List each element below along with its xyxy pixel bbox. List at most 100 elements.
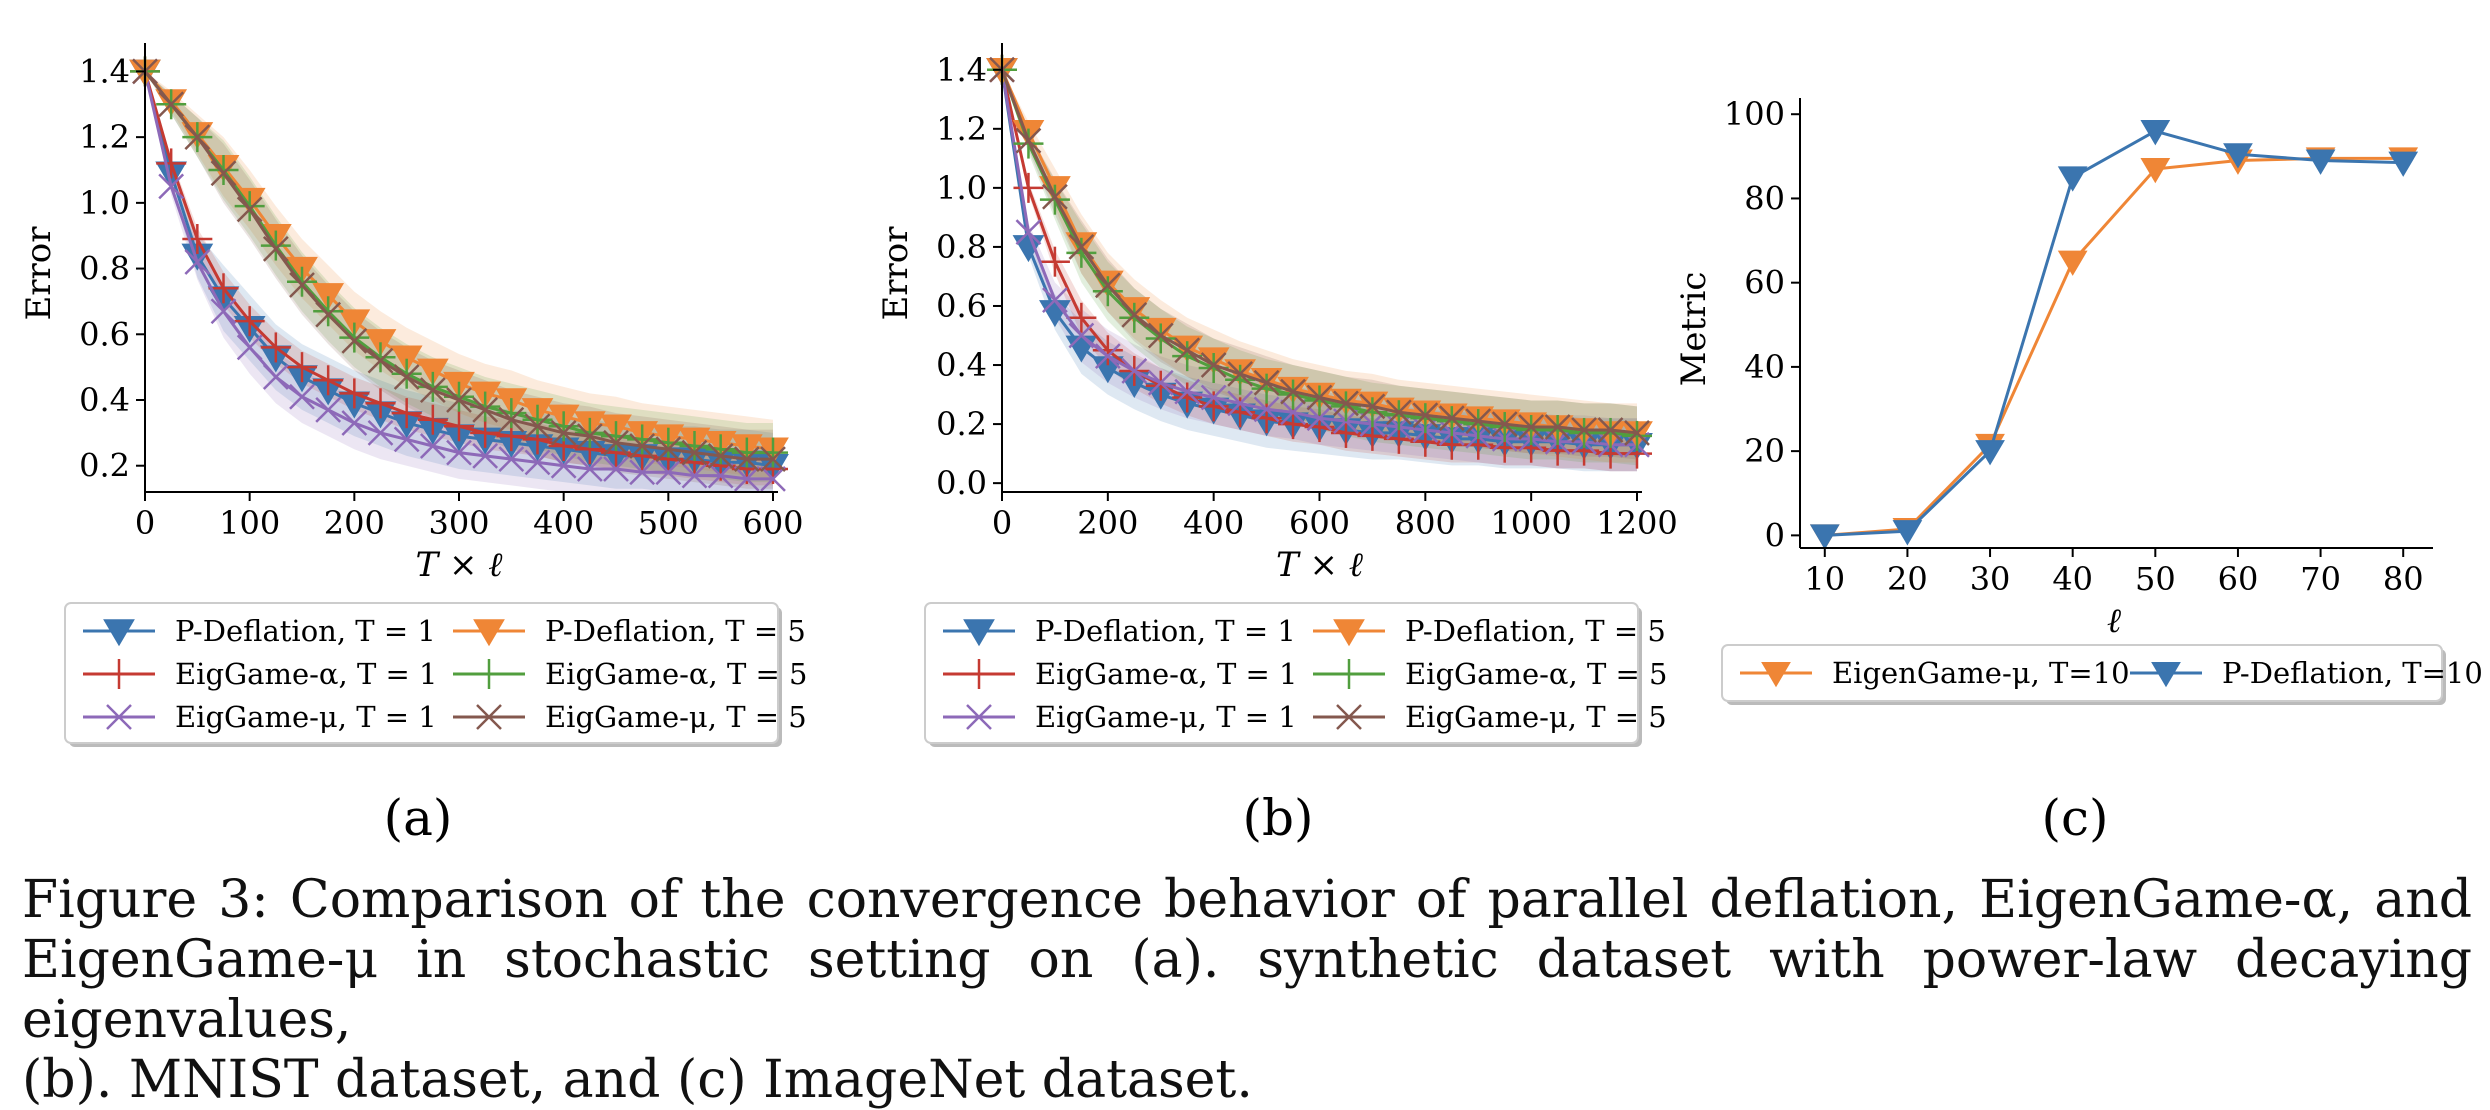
data-point [524, 449, 551, 476]
data-point [679, 431, 710, 461]
x-tick-label: 400 [1183, 504, 1244, 542]
y-tick-label: 0.6 [936, 287, 987, 325]
data-point [1280, 378, 1306, 405]
data-point [419, 377, 446, 404]
data-point [476, 704, 502, 730]
data-point-stroke [315, 301, 342, 328]
data-point [1174, 378, 1201, 405]
legend-entry: EigGame-α, T = 5 [1405, 657, 1667, 691]
x-tick-label: 40 [2052, 560, 2093, 598]
data-point-stroke [419, 433, 446, 459]
data-point [367, 419, 394, 446]
data-point [339, 378, 370, 409]
data-point [1385, 399, 1412, 426]
data-point-stroke [446, 439, 472, 466]
data-point [313, 296, 344, 327]
data-point [2140, 120, 2171, 146]
x-axis-label: T × ℓ [416, 545, 503, 585]
data-point-stroke [1121, 358, 1148, 384]
data-point-stroke [524, 449, 551, 476]
data-point [287, 266, 317, 297]
data-point [1383, 400, 1414, 431]
data-point-stroke [1306, 405, 1333, 432]
data-point [2388, 151, 2419, 177]
data-point [367, 347, 394, 374]
data-point [1015, 127, 1042, 154]
data-point-stroke [1227, 361, 1254, 387]
data-point-stroke [655, 459, 682, 486]
data-point [1068, 234, 1095, 260]
data-point [1094, 272, 1121, 299]
data-point-stroke [393, 364, 420, 390]
data-point [234, 191, 265, 222]
data-point [1761, 662, 1791, 688]
legend-box [924, 602, 1639, 744]
data-point [184, 124, 211, 151]
x-tick-label: 800 [1395, 504, 1456, 542]
x-tick-label: 600 [1289, 504, 1350, 542]
data-point [1042, 183, 1068, 210]
data-point [1544, 414, 1571, 440]
data-point [627, 424, 658, 455]
legend-entry: EigGame-μ, T = 5 [545, 700, 807, 734]
data-point [1336, 704, 1362, 730]
caption-line-1: Figure 3: Comparison of the convergence … [22, 870, 2472, 930]
y-tick-label: 0.8 [936, 228, 987, 266]
data-point-stroke [1015, 219, 1042, 246]
data-point-stroke [262, 364, 289, 390]
data-point-stroke [498, 406, 525, 433]
data-point [1306, 384, 1333, 411]
data-point [1975, 440, 2005, 466]
data-point-stroke [419, 377, 446, 404]
data-point [210, 160, 237, 187]
data-point-stroke [476, 704, 502, 730]
data-point-stroke [262, 235, 289, 262]
legend-entry: EigGame-α, T = 5 [545, 657, 807, 691]
data-point-stroke [1491, 411, 1518, 437]
data-point [1465, 408, 1492, 435]
data-point [2057, 250, 2088, 276]
data-point [1597, 417, 1624, 443]
data-point-stroke [236, 196, 263, 223]
data-point [550, 452, 577, 479]
data-point [524, 413, 551, 440]
y-tick-label: 0.2 [936, 405, 987, 443]
x-axis-label: T × ℓ [1276, 545, 1363, 585]
data-point [1410, 403, 1441, 434]
data-point-stroke [1253, 396, 1280, 423]
data-point [184, 249, 211, 275]
data-point [1042, 287, 1068, 313]
data-point-stroke [1253, 369, 1280, 396]
x-tick-label: 20 [1887, 560, 1928, 598]
data-point [522, 404, 553, 435]
data-point-stroke [210, 298, 237, 325]
data-point [341, 327, 368, 354]
data-point-stroke [1121, 301, 1148, 328]
data-point [446, 387, 472, 413]
data-point [966, 704, 992, 730]
data-point [208, 155, 239, 185]
data-point [289, 383, 315, 410]
data-point [1624, 420, 1650, 446]
data-point [260, 230, 291, 261]
data-point [601, 421, 631, 452]
data-point [1333, 390, 1359, 417]
data-point [1518, 414, 1545, 440]
data-point [391, 358, 422, 389]
data-point [2305, 149, 2336, 175]
data-point [1306, 405, 1333, 432]
y-tick-label: 0.0 [936, 464, 987, 502]
y-axis-label: Error [876, 226, 916, 321]
data-point [1330, 417, 1361, 448]
data-point [1334, 659, 1364, 689]
data-point [705, 434, 736, 465]
data-point [315, 396, 342, 423]
data-point-stroke [1068, 234, 1095, 260]
legend-entry: P-Deflation, T = 1 [175, 614, 436, 648]
data-point [1463, 409, 1494, 440]
legend-entry: EigenGame-μ, T=10 [1832, 656, 2130, 690]
data-point-stroke [1174, 337, 1201, 364]
data-point-stroke [341, 410, 368, 436]
y-axis-label: Metric [1674, 272, 1714, 387]
data-point [2057, 166, 2088, 192]
